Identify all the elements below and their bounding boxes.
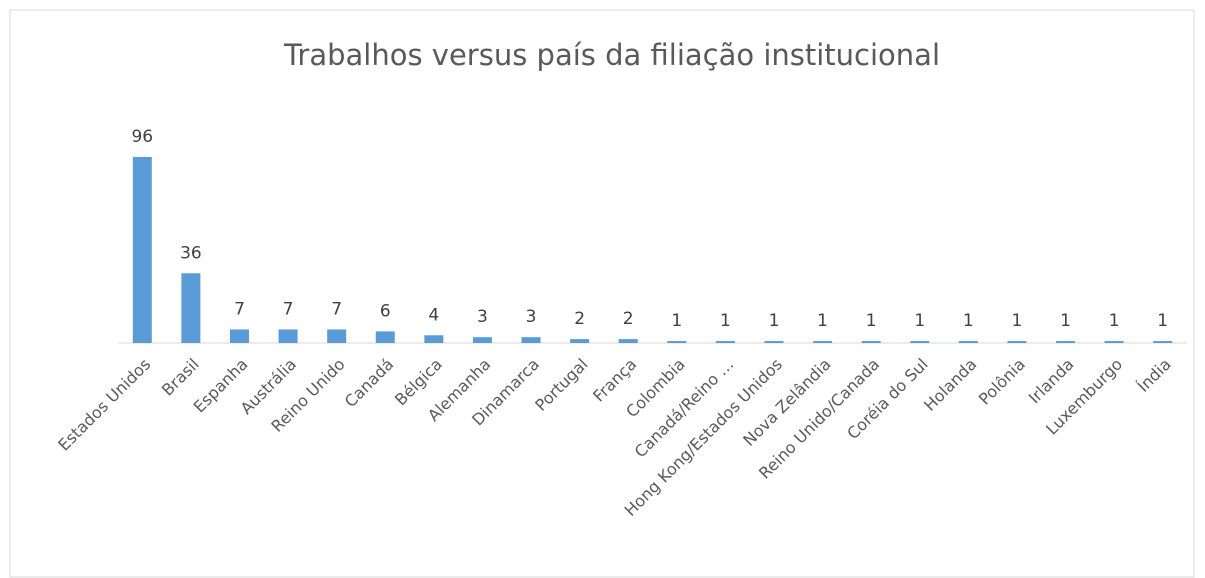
data-label: 36 bbox=[180, 243, 202, 263]
bar bbox=[570, 339, 590, 343]
bar bbox=[424, 335, 444, 343]
data-label: 1 bbox=[914, 311, 925, 331]
bar bbox=[910, 341, 930, 343]
data-label: 2 bbox=[574, 309, 585, 329]
bar bbox=[618, 339, 638, 343]
data-label: 1 bbox=[1060, 311, 1071, 331]
bar bbox=[1104, 341, 1124, 343]
bar bbox=[958, 341, 978, 343]
data-label: 1 bbox=[817, 311, 828, 331]
chart-title: Trabalhos versus país da filiação instit… bbox=[283, 38, 940, 72]
bar bbox=[327, 329, 347, 343]
chart-border bbox=[9, 9, 1195, 578]
data-label: 1 bbox=[769, 311, 780, 331]
bar bbox=[764, 341, 784, 343]
data-label: 7 bbox=[234, 299, 245, 319]
bar bbox=[667, 341, 687, 343]
data-label: 7 bbox=[283, 299, 294, 319]
data-label: 6 bbox=[380, 301, 391, 321]
bar bbox=[861, 341, 881, 343]
bar bbox=[1007, 341, 1027, 343]
data-label: 1 bbox=[963, 311, 974, 331]
data-label: 7 bbox=[331, 299, 342, 319]
bar bbox=[375, 331, 395, 343]
data-label: 1 bbox=[671, 311, 682, 331]
bar bbox=[181, 273, 201, 343]
bar bbox=[1056, 341, 1076, 343]
data-label: 3 bbox=[526, 307, 537, 327]
bar bbox=[715, 341, 735, 343]
bar bbox=[813, 341, 833, 343]
bar bbox=[278, 329, 298, 343]
bar bbox=[1153, 341, 1173, 343]
data-label: 1 bbox=[720, 311, 731, 331]
data-label: 2 bbox=[623, 309, 634, 329]
data-label: 3 bbox=[477, 307, 488, 327]
bar bbox=[472, 337, 492, 343]
data-label: 1 bbox=[1109, 311, 1120, 331]
data-label: 1 bbox=[1012, 311, 1023, 331]
bar bbox=[229, 329, 249, 343]
data-label: 96 bbox=[131, 127, 153, 147]
bar bbox=[521, 337, 541, 343]
data-label: 1 bbox=[866, 311, 877, 331]
data-label: 4 bbox=[428, 305, 439, 325]
bar bbox=[132, 157, 152, 343]
data-label: 1 bbox=[1157, 311, 1168, 331]
